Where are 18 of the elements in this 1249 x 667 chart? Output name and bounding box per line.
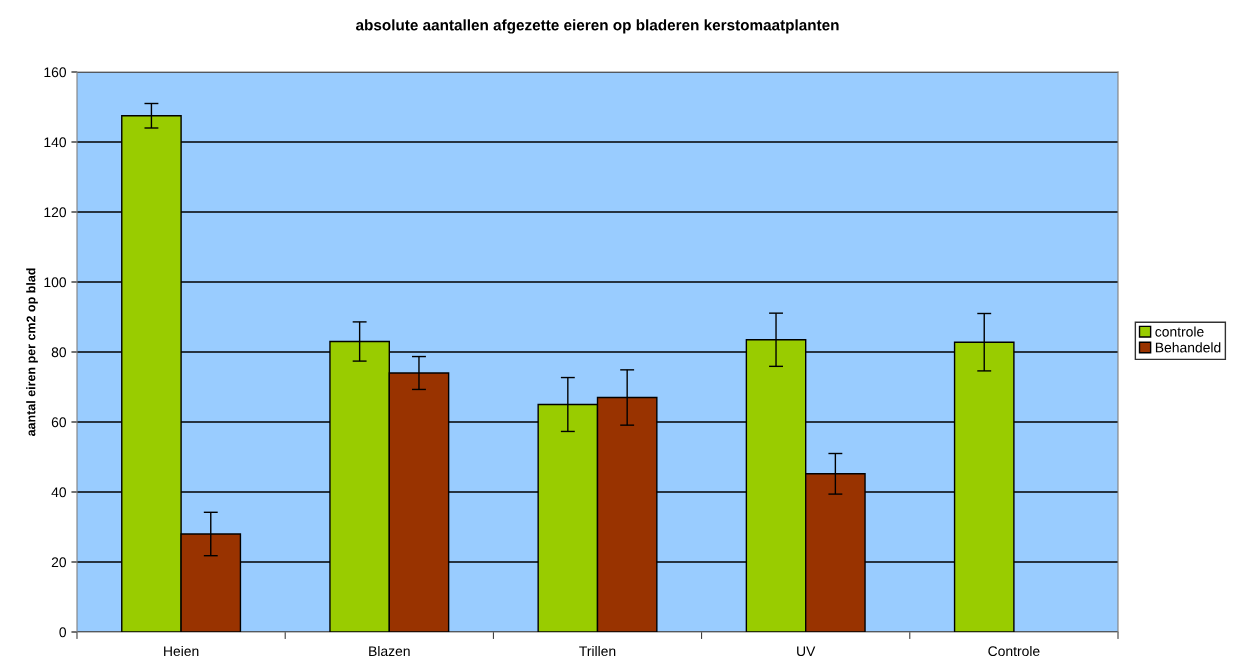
- x-tick-label: Blazen: [369, 645, 410, 657]
- y-tick-label: 40: [51, 487, 67, 498]
- y-tick-label: 100: [44, 277, 67, 288]
- y-tick-label: 160: [44, 67, 67, 78]
- x-tick-label: Controle: [988, 645, 1040, 657]
- legend-label: controle: [1155, 326, 1204, 337]
- y-axis-title: aantal eiren per cm2 op blad: [26, 268, 38, 437]
- y-tick-label: 60: [51, 417, 67, 428]
- x-tick-label: UV: [797, 646, 816, 657]
- legend-label: Behandeld: [1155, 342, 1221, 353]
- y-tick-label: 20: [51, 557, 67, 568]
- x-tick-label: Heien: [164, 645, 199, 657]
- chart-title: absolute aantallen afgezette eieren op bladeren kerstomaatplanten: [356, 19, 839, 34]
- y-tick-label: 120: [44, 207, 67, 218]
- y-tick-label: 140: [44, 137, 67, 148]
- y-tick-label: 0: [59, 627, 67, 638]
- y-tick-label: 80: [51, 347, 67, 358]
- x-tick-label: Trillen: [579, 645, 616, 657]
